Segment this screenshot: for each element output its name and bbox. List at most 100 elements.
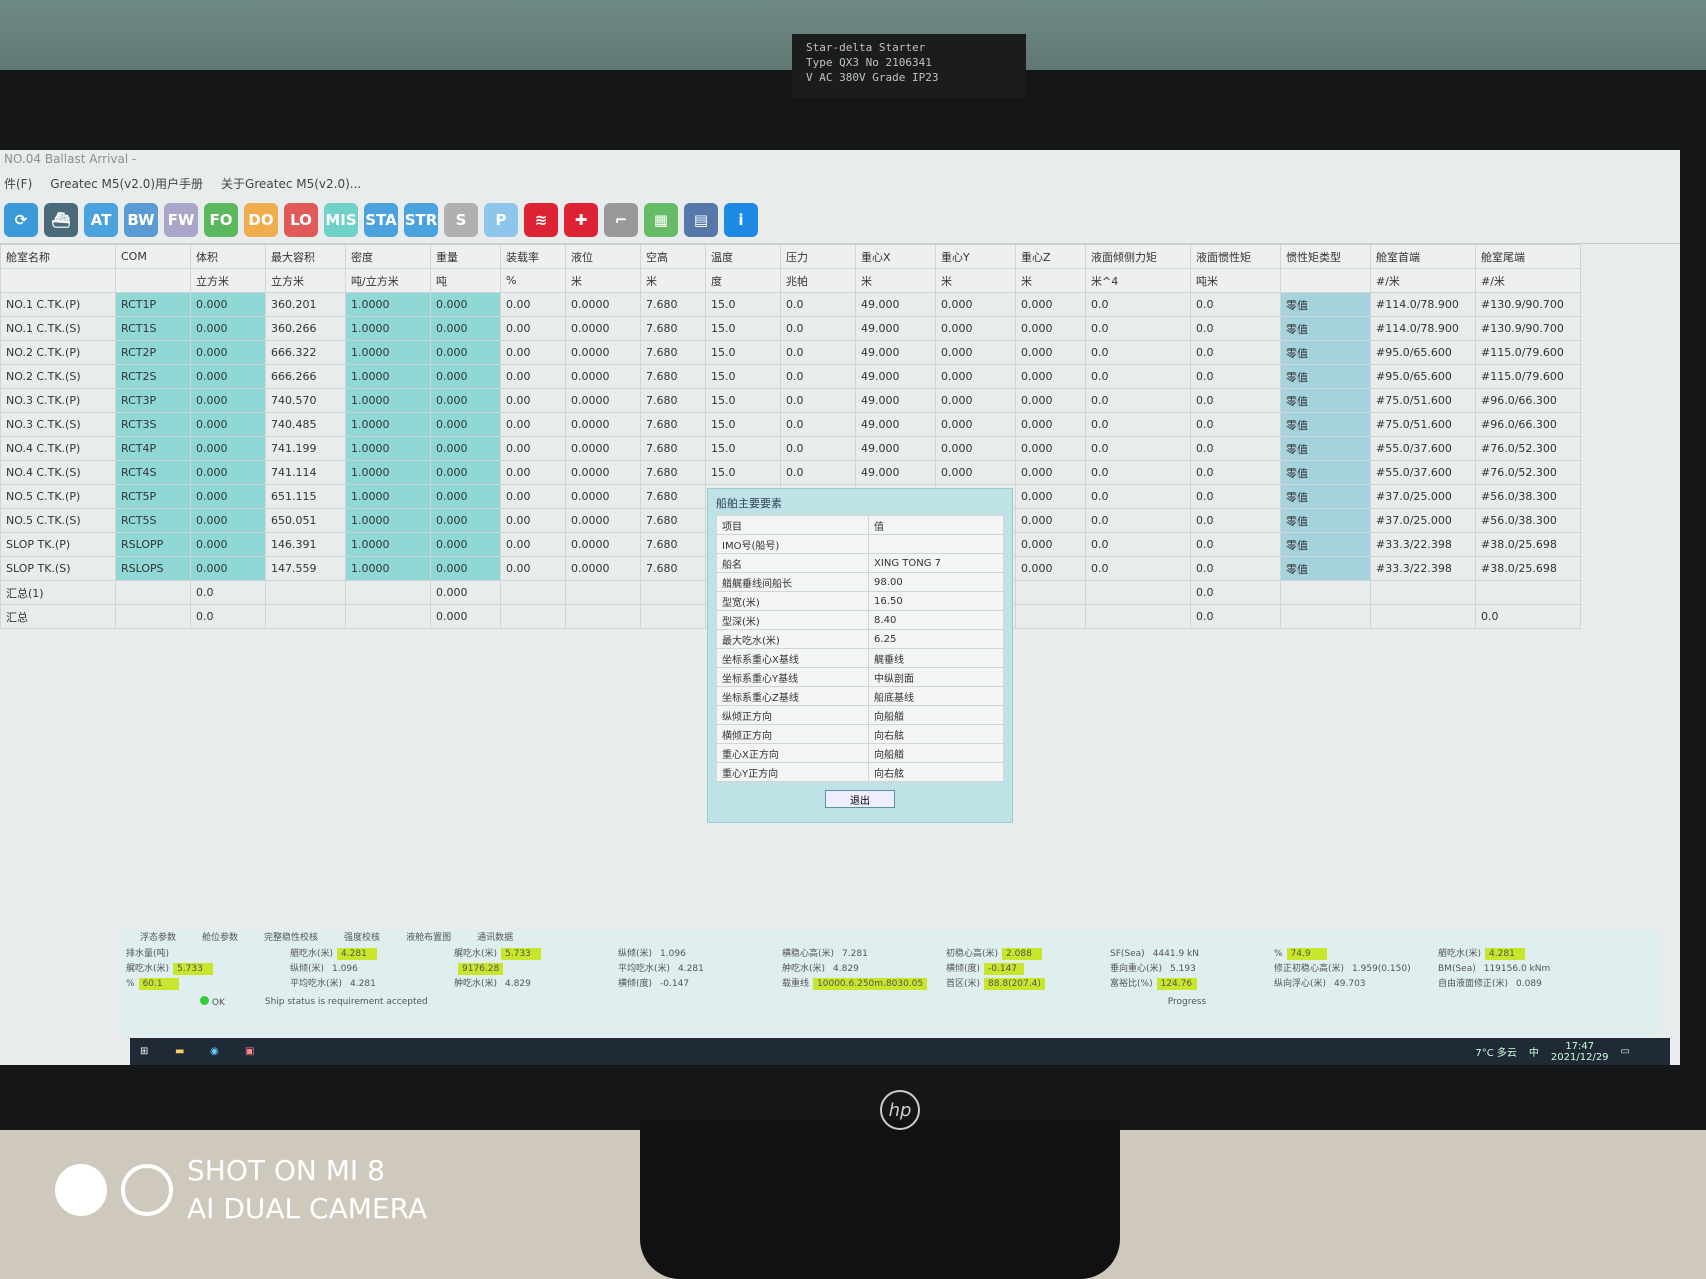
table-cell[interactable]: 7.680 [640, 316, 706, 341]
table-cell[interactable]: 360.201 [265, 292, 346, 317]
table-cell[interactable]: 零值 [1280, 316, 1371, 341]
table-cell[interactable]: 666.266 [265, 364, 346, 389]
table-cell[interactable]: 0.000 [1015, 460, 1086, 485]
table-cell[interactable]: 0.00 [500, 412, 566, 437]
table-cell[interactable]: 零值 [1280, 508, 1371, 533]
table-cell[interactable]: 7.680 [640, 484, 706, 509]
property-value[interactable]: 向船艏 [868, 705, 1004, 725]
table-cell[interactable]: 0.000 [190, 364, 266, 389]
module-s-icon[interactable]: S [444, 202, 478, 237]
column-header[interactable]: 惯性矩类型 [1280, 244, 1371, 269]
table-cell[interactable]: 740.570 [265, 388, 346, 413]
table-cell[interactable]: 0.000 [190, 316, 266, 341]
table-cell[interactable]: 0.0 [1190, 484, 1281, 509]
wave-tank-icon[interactable]: ≋ [524, 202, 558, 237]
column-header[interactable]: 重心Y [935, 244, 1016, 269]
property-value[interactable]: 船底基线 [868, 686, 1004, 706]
table-cell[interactable]: 1.0000 [345, 508, 431, 533]
column-header[interactable]: 舱室名称 [0, 244, 116, 269]
table-cell[interactable]: 0.0 [780, 364, 856, 389]
table-cell[interactable]: RCT1P [115, 292, 191, 317]
table-cell[interactable]: 0.000 [430, 316, 501, 341]
table-cell[interactable]: 0.0 [1190, 388, 1281, 413]
table-cell[interactable]: 15.0 [705, 364, 781, 389]
table-cell[interactable]: 0.000 [430, 292, 501, 317]
table-cell[interactable]: 7.680 [640, 556, 706, 581]
table-cell[interactable]: 0.000 [1015, 532, 1086, 557]
table-cell[interactable]: 0.0000 [565, 292, 641, 317]
module-do-icon[interactable]: DO [244, 202, 278, 237]
table-cell[interactable]: 0.0000 [565, 388, 641, 413]
table-cell[interactable]: 零值 [1280, 340, 1371, 365]
table-cell[interactable]: 0.00 [500, 364, 566, 389]
shield-icon[interactable]: ✚ [564, 202, 598, 237]
table-cell[interactable]: 7.680 [640, 532, 706, 557]
table-row[interactable]: NO.3 C.TK.(S) RCT3S 0.000 740.485 1.0000 0.00… [0, 412, 1581, 437]
table-cell[interactable]: 0.000 [430, 460, 501, 485]
property-value[interactable]: 向船艏 [868, 743, 1004, 763]
module-sta-icon[interactable]: STA [364, 202, 398, 237]
table-cell[interactable]: 0.000 [935, 340, 1016, 365]
table-cell[interactable]: 0.0 [1085, 292, 1191, 317]
table-cell[interactable]: 0.000 [1015, 292, 1086, 317]
table-cell[interactable]: 0.0000 [565, 436, 641, 461]
table-cell[interactable]: 49.000 [855, 340, 936, 365]
status-tab[interactable]: 浮态参数 [140, 933, 177, 943]
column-header[interactable]: 舱室首端 [1370, 244, 1476, 269]
module-mis-icon[interactable]: MIS [324, 202, 358, 237]
column-header[interactable]: 液面倾侧力矩 [1085, 244, 1191, 269]
column-header[interactable]: 重量 [430, 244, 501, 269]
table-cell[interactable]: 0.0 [1190, 340, 1281, 365]
table-cell[interactable]: 0.0 [1085, 340, 1191, 365]
tank-name-cell[interactable]: NO.4 C.TK.(P) [0, 436, 116, 461]
table-cell[interactable]: 0.0 [780, 436, 856, 461]
table-cell[interactable]: 0.000 [190, 436, 266, 461]
table-row[interactable]: NO.3 C.TK.(P) RCT3P 0.000 740.570 1.0000 0.00… [0, 388, 1581, 413]
table-cell[interactable]: 741.114 [265, 460, 346, 485]
tank-name-cell[interactable]: SLOP TK.(S) [0, 556, 116, 581]
table-cell[interactable]: 零值 [1280, 412, 1371, 437]
table-cell[interactable]: #56.0/38.300 [1475, 484, 1581, 509]
table-cell[interactable]: 0.0 [1190, 556, 1281, 581]
column-header[interactable]: 装载率 [500, 244, 566, 269]
table-cell[interactable]: 0.0000 [565, 508, 641, 533]
menu-item[interactable]: 件(F) [4, 177, 33, 191]
table-cell[interactable]: 0.0 [780, 316, 856, 341]
table-cell[interactable]: 0.0 [780, 412, 856, 437]
table-cell[interactable]: 15.0 [705, 340, 781, 365]
table-cell[interactable]: 0.0 [1190, 364, 1281, 389]
table-cell[interactable]: 15.0 [705, 388, 781, 413]
tank-name-cell[interactable]: NO.5 C.TK.(S) [0, 508, 116, 533]
table-cell[interactable]: 0.000 [935, 292, 1016, 317]
table-row[interactable]: NO.4 C.TK.(S) RCT4S 0.000 741.114 1.0000 0.00… [0, 460, 1581, 485]
table-cell[interactable]: #95.0/65.600 [1370, 340, 1476, 365]
explorer-icon[interactable]: ▬ [175, 1046, 185, 1057]
table-cell[interactable]: 0.0 [1085, 508, 1191, 533]
table-cell[interactable]: 0.000 [430, 508, 501, 533]
table-cell[interactable]: 7.680 [640, 292, 706, 317]
table-cell[interactable]: 0.0 [1085, 412, 1191, 437]
table-cell[interactable]: 650.051 [265, 508, 346, 533]
table-row[interactable]: NO.2 C.TK.(P) RCT2P 0.000 666.322 1.0000 0.00… [0, 340, 1581, 365]
table-cell[interactable]: 0.00 [500, 316, 566, 341]
table-cell[interactable]: 0.00 [500, 556, 566, 581]
module-p-icon[interactable]: P [484, 202, 518, 237]
table-cell[interactable]: 0.0000 [565, 412, 641, 437]
property-value[interactable]: 6.25 [868, 629, 1004, 649]
table-cell[interactable]: 7.680 [640, 460, 706, 485]
table-cell[interactable]: 0.000 [1015, 340, 1086, 365]
table-cell[interactable]: 0.000 [430, 556, 501, 581]
tank-name-cell[interactable]: NO.4 C.TK.(S) [0, 460, 116, 485]
table-cell[interactable]: 49.000 [855, 364, 936, 389]
weather[interactable]: 7°C 多云 [1475, 1048, 1517, 1059]
status-tab[interactable]: 液舱布置图 [406, 933, 452, 943]
table-cell[interactable]: RCT4S [115, 460, 191, 485]
table-cell[interactable]: 0.000 [935, 388, 1016, 413]
table-row[interactable]: NO.1 C.TK.(S) RCT1S 0.000 360.266 1.0000 0.00… [0, 316, 1581, 341]
property-value[interactable]: 98.00 [868, 572, 1004, 592]
table-cell[interactable]: 741.199 [265, 436, 346, 461]
table-cell[interactable]: RSLOPS [115, 556, 191, 581]
table-cell[interactable]: 1.0000 [345, 532, 431, 557]
table-cell[interactable]: #33.3/22.398 [1370, 556, 1476, 581]
table-cell[interactable]: 1.0000 [345, 340, 431, 365]
